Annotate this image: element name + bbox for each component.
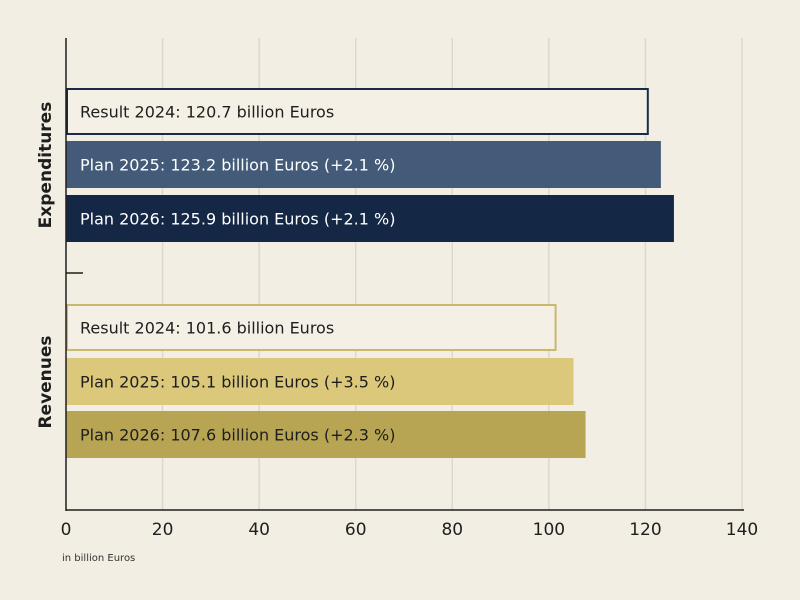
bar-label: Plan 2026: 107.6 billion Euros (+2.3 %): [80, 426, 395, 445]
bar: [66, 358, 574, 405]
bar-label: Plan 2025: 105.1 billion Euros (+3.5 %): [80, 373, 395, 392]
x-tick-label: 120: [629, 520, 661, 540]
x-tick-label: 40: [248, 520, 270, 540]
bar-label: Result 2024: 101.6 billion Euros: [80, 319, 334, 338]
x-tick-label: 140: [726, 520, 758, 540]
bar: [66, 141, 661, 188]
x-axis-label: in billion Euros: [62, 553, 135, 564]
group-label-expenditures: Expenditures: [36, 102, 56, 229]
x-tick-label: 20: [152, 520, 174, 540]
bar: [66, 304, 557, 351]
bar: [66, 88, 649, 135]
bar-label: Result 2024: 120.7 billion Euros: [80, 103, 334, 122]
x-tick-label: 80: [441, 520, 463, 540]
bar: [66, 195, 674, 242]
bar: [66, 411, 586, 458]
bar-label: Plan 2026: 125.9 billion Euros (+2.1 %): [80, 210, 395, 229]
x-tick-label: 100: [533, 520, 565, 540]
group-label-revenues: Revenues: [36, 335, 56, 428]
bar-label: Plan 2025: 123.2 billion Euros (+2.1 %): [80, 156, 395, 175]
x-tick-label: 0: [61, 520, 72, 540]
x-tick-label: 60: [345, 520, 367, 540]
